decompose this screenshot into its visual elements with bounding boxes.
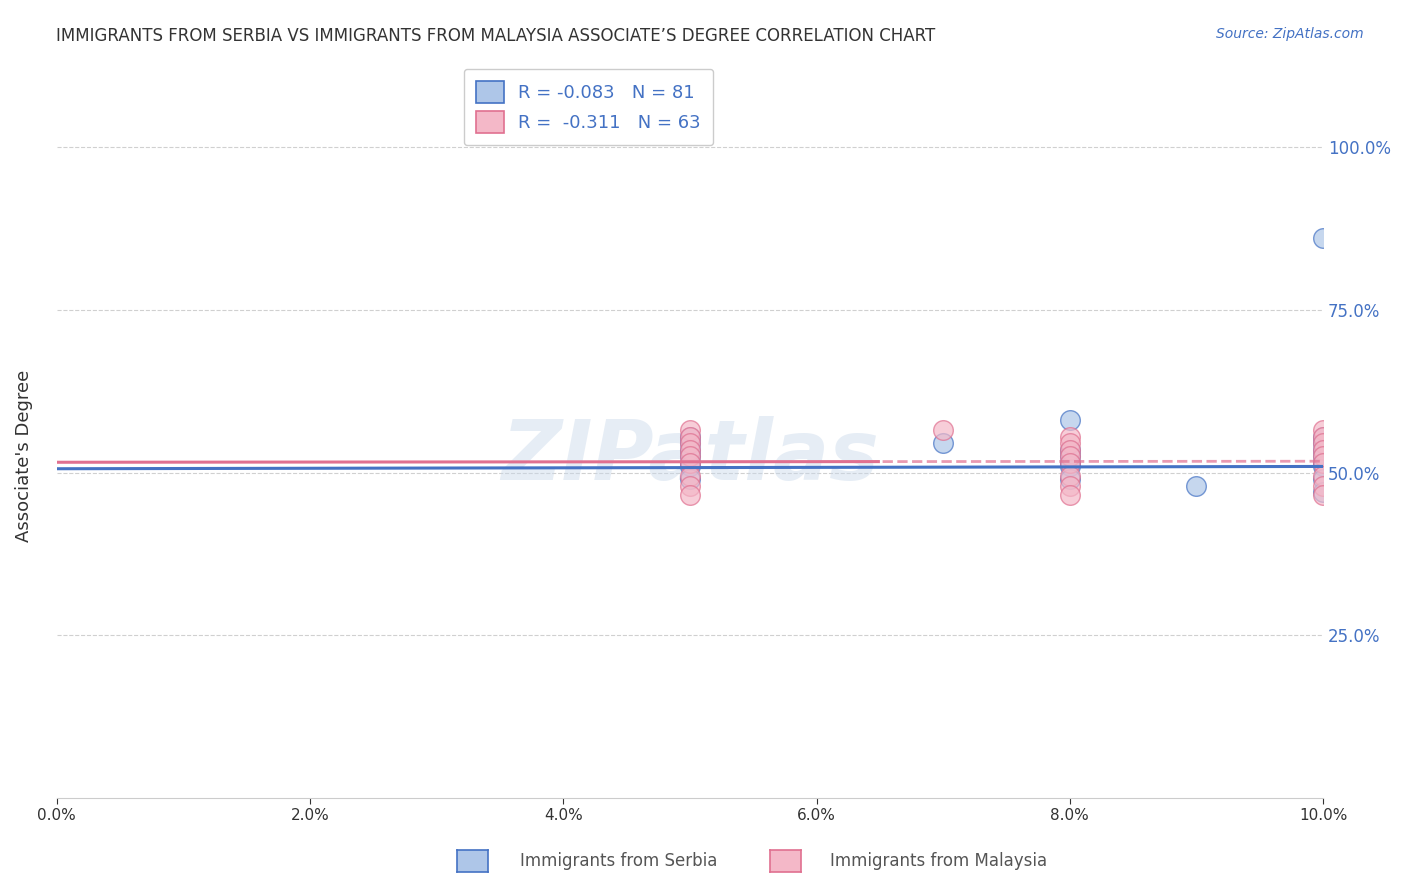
Point [1059,430,1081,444]
Point [679,449,702,463]
Point [1059,472,1081,486]
Point [679,458,702,473]
Point [1312,449,1334,463]
Point [1059,442,1081,457]
Point [679,456,702,470]
Point [1059,413,1081,427]
Point [1059,468,1081,483]
Point [679,442,702,457]
Legend: R = -0.083   N = 81, R =  -0.311   N = 63: R = -0.083 N = 81, R = -0.311 N = 63 [464,69,713,145]
Point [1312,488,1334,502]
Point [1059,488,1081,502]
Y-axis label: Associate's Degree: Associate's Degree [15,370,32,542]
Point [1312,430,1334,444]
Point [1312,468,1334,483]
Point [679,436,702,450]
Point [679,423,702,437]
Text: Source: ZipAtlas.com: Source: ZipAtlas.com [1216,27,1364,41]
Point [1312,458,1334,473]
Point [679,468,702,483]
Point [679,442,702,457]
Point [1312,456,1334,470]
Point [1312,442,1334,457]
Point [1059,449,1081,463]
Point [1059,458,1081,473]
Point [1059,442,1081,457]
Point [1312,442,1334,457]
Point [1185,478,1208,492]
Point [679,449,702,463]
Point [1312,430,1334,444]
Point [1059,456,1081,470]
Text: ZIPatlas: ZIPatlas [501,416,879,497]
Text: IMMIGRANTS FROM SERBIA VS IMMIGRANTS FROM MALAYSIA ASSOCIATE’S DEGREE CORRELATIO: IMMIGRANTS FROM SERBIA VS IMMIGRANTS FRO… [56,27,935,45]
Point [1312,456,1334,470]
Point [1312,449,1334,463]
Point [1312,485,1334,500]
Point [679,430,702,444]
Point [1059,456,1081,470]
Point [679,436,702,450]
Point [1312,436,1334,450]
Point [1312,478,1334,492]
Point [679,430,702,444]
Point [1312,472,1334,486]
Point [679,472,702,486]
Point [679,456,702,470]
Point [1312,231,1334,245]
Point [1059,436,1081,450]
Point [932,423,955,437]
Text: Immigrants from Serbia: Immigrants from Serbia [520,852,717,870]
Point [1312,423,1334,437]
Point [679,478,702,492]
Point [1059,449,1081,463]
Point [679,488,702,502]
Point [932,436,955,450]
Text: Immigrants from Malaysia: Immigrants from Malaysia [830,852,1046,870]
Point [1312,436,1334,450]
Point [1059,478,1081,492]
